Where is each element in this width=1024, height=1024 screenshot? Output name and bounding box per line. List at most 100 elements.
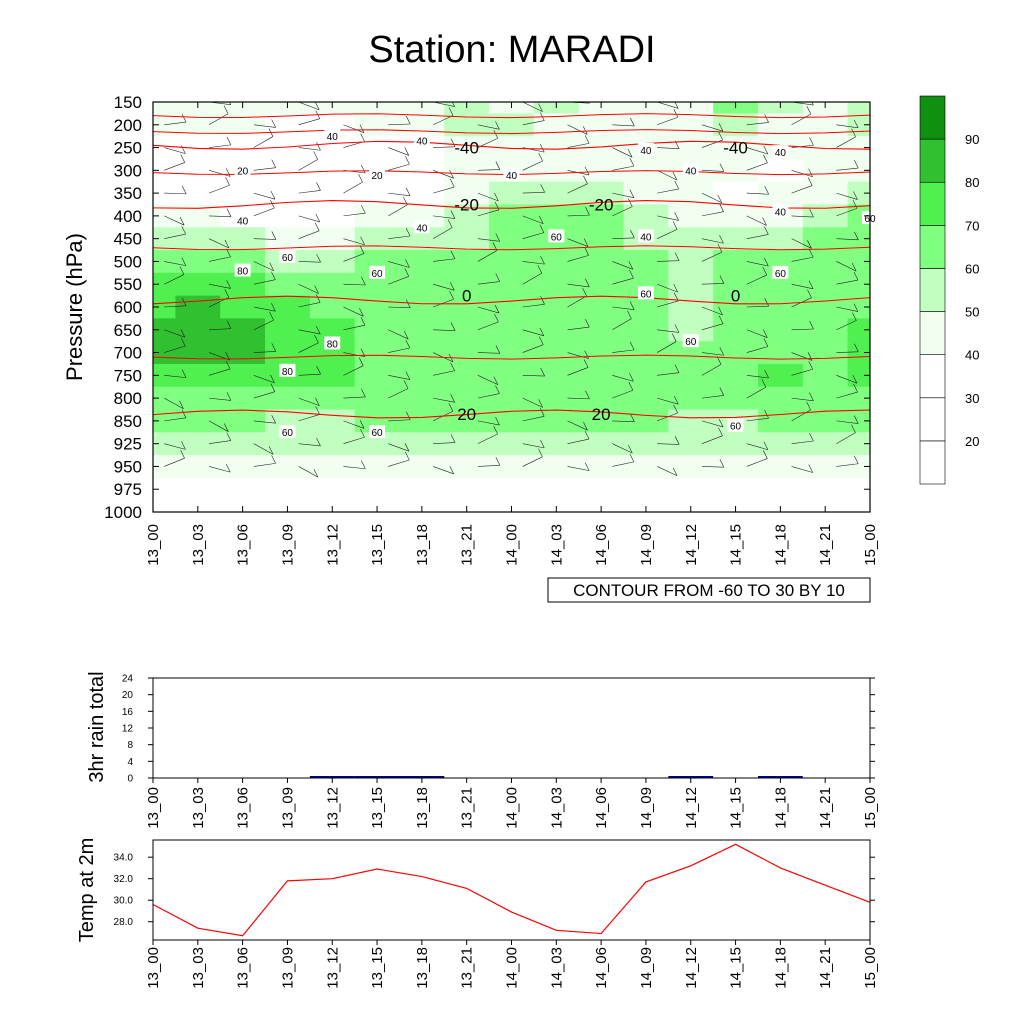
- rh-cell: [175, 386, 221, 410]
- rh-cell: [713, 341, 759, 365]
- rh-cell: [713, 227, 759, 251]
- rh-cell: [220, 363, 266, 388]
- contour-label-bg: [413, 220, 430, 234]
- rh-cell: [847, 318, 870, 342]
- rh-cell: [399, 204, 445, 228]
- wind-barb: [657, 229, 678, 239]
- wind-barb: [567, 295, 587, 308]
- wind-barb: [701, 435, 723, 444]
- wind-barb: [522, 192, 545, 194]
- wind-barb-flag: [226, 208, 232, 217]
- wind-barb-flag: [629, 301, 635, 310]
- wind-barb: [522, 443, 545, 449]
- wind-barb: [657, 372, 680, 376]
- wind-barb: [432, 283, 455, 291]
- contour-label-red: 20: [592, 405, 611, 424]
- temperature-time-label: 13_21: [459, 947, 476, 989]
- wind-barb: [701, 238, 724, 244]
- wind-barb: [746, 274, 767, 285]
- wind-barb-flag: [854, 159, 859, 169]
- wind-barb-flag: [269, 311, 274, 321]
- rh-cell: [623, 204, 669, 228]
- rh-cell: [354, 432, 400, 456]
- wind-barb: [881, 343, 901, 352]
- wind-barb: [298, 414, 320, 422]
- rh-cell: [220, 455, 266, 479]
- wind-barb-flag: [628, 382, 634, 391]
- wind-barb: [388, 459, 410, 467]
- temperature-isoline: [153, 354, 870, 360]
- wind-barb: [433, 102, 455, 107]
- wind-barb-flag: [627, 198, 633, 207]
- rh-cell: [533, 455, 580, 479]
- wind-barb-flag: [538, 448, 543, 457]
- wind-barb-flag: [450, 322, 456, 331]
- wind-barb-flag: [899, 183, 903, 191]
- rain-time-label: 14_00: [504, 787, 521, 829]
- wind-barb: [836, 102, 838, 103]
- temperature-isoline: [153, 113, 870, 119]
- contour-label: 40: [640, 232, 652, 243]
- rh-cell: [757, 181, 804, 205]
- wind-barb: [522, 344, 544, 353]
- wind-barb: [208, 328, 232, 331]
- wind-barb: [388, 204, 408, 217]
- wind-barb-flag: [809, 432, 814, 442]
- rh-cell: [578, 158, 625, 183]
- temperature-time-label: 13_12: [324, 947, 341, 989]
- rh-cell: [757, 432, 804, 456]
- wind-barb: [477, 192, 499, 202]
- wind-barb-flag: [316, 142, 321, 151]
- rain-time-label: 14_09: [638, 787, 655, 829]
- wind-barb: [433, 215, 455, 219]
- contour-label-bg: [772, 145, 789, 159]
- wind-barb-flag: [672, 467, 678, 476]
- rh-cell: [309, 272, 356, 297]
- rh-cell: [444, 204, 490, 228]
- rh-cell: [265, 318, 311, 342]
- contour-label-bg: [279, 425, 296, 439]
- rh-cell: [175, 409, 221, 433]
- wind-barb-flag: [719, 163, 725, 172]
- rh-cell: [533, 341, 580, 365]
- contour-label: 20: [237, 166, 249, 177]
- rh-cell: [533, 432, 580, 456]
- wind-barb-flag: [361, 93, 365, 101]
- rain-time-label: 13_12: [324, 787, 341, 829]
- colorbar-label: 50: [965, 305, 979, 320]
- wind-barb: [657, 116, 678, 126]
- temperature-isoline: [153, 129, 870, 135]
- temperature-isoline: [153, 245, 870, 251]
- wind-barb-flag: [224, 239, 230, 249]
- rh-cell: [489, 181, 535, 205]
- wind-barb-flag: [718, 123, 724, 132]
- pressure-tick-label: 400: [114, 207, 142, 226]
- rain-bars: [309, 776, 803, 778]
- rain-time-label: 14_12: [683, 787, 700, 829]
- rain-tick-label: 0: [127, 774, 133, 785]
- wind-barb: [836, 192, 858, 200]
- pressure-tick-label: 550: [114, 275, 142, 294]
- rh-cell: [265, 204, 311, 228]
- wind-barb: [746, 386, 766, 399]
- wind-barb-flag: [806, 105, 812, 115]
- rh-cell: [265, 341, 311, 365]
- rh-cell: [668, 113, 714, 137]
- contour-label-bg: [324, 129, 341, 143]
- wind-barb: [208, 170, 231, 177]
- pressure-tick-label: 650: [114, 321, 142, 340]
- rh-cell: [757, 318, 804, 342]
- rh-cell: [399, 363, 445, 388]
- colorbar: 20 30 40 50 60 70 80 90: [919, 95, 979, 485]
- wind-barb-flag: [762, 83, 766, 91]
- wind-barb: [746, 192, 769, 195]
- rh-cell: [757, 250, 804, 274]
- wind-barb-flag: [899, 295, 903, 303]
- contour-label: 20: [372, 171, 384, 182]
- wind-barb-flag: [358, 173, 363, 183]
- contour-label: 40: [506, 171, 518, 182]
- wind-barb: [701, 466, 724, 468]
- wind-barb: [477, 281, 500, 285]
- wind-barb-flag: [630, 413, 635, 422]
- rh-cell: [309, 181, 356, 205]
